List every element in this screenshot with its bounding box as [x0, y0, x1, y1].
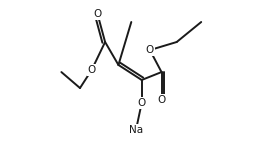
Text: O: O — [157, 95, 166, 105]
Text: O: O — [146, 45, 154, 55]
Text: O: O — [138, 98, 146, 108]
Text: O: O — [88, 65, 96, 75]
Text: Na: Na — [129, 125, 143, 135]
Text: O: O — [93, 9, 102, 19]
